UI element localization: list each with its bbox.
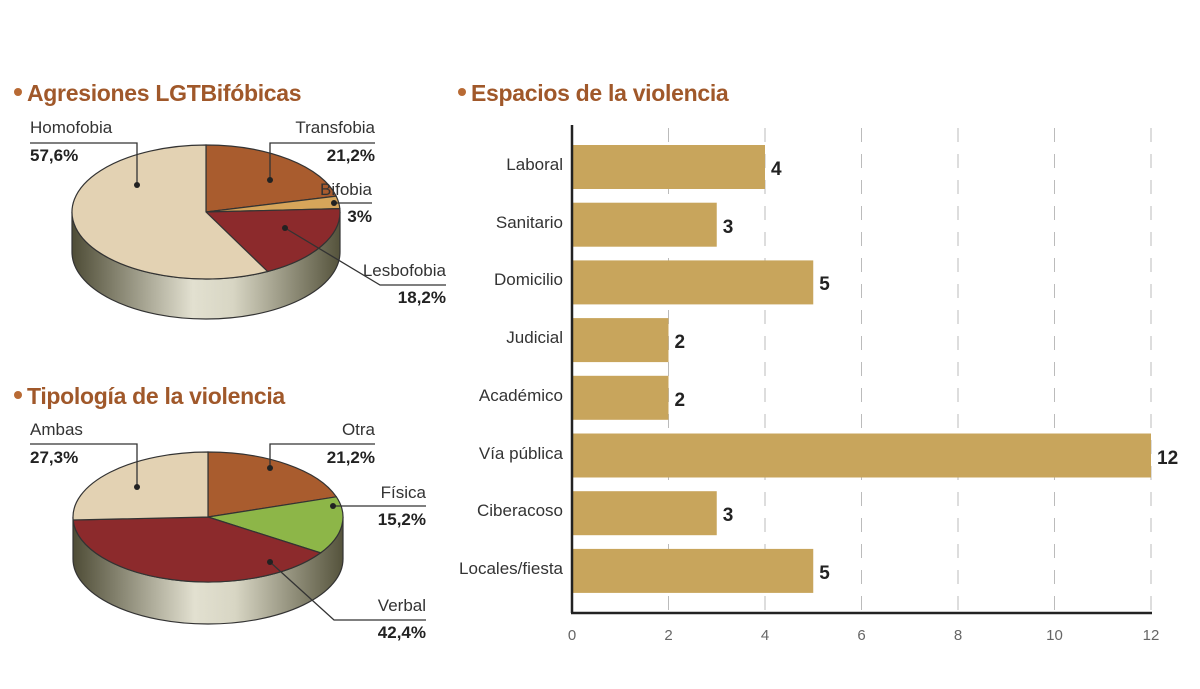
- bar-title-text: Espacios de la violencia: [471, 80, 729, 106]
- pie2-label-otra: Otra: [341, 420, 375, 439]
- pie1-value-transfobia: 21,2%: [326, 146, 375, 165]
- leader-dot: [267, 177, 273, 183]
- category-label: Vía pública: [478, 443, 563, 463]
- leader-dot: [331, 200, 337, 206]
- category-label: Ciberacoso: [477, 501, 563, 521]
- x-tick-label: 12: [1142, 627, 1160, 644]
- category-label: Laboral: [506, 155, 563, 174]
- pie1-label-bifobia: Bifobia: [320, 180, 372, 199]
- pie-2: [72, 451, 344, 625]
- pie2-value-otra: 21,2%: [326, 448, 375, 467]
- bar-value-label: 3: [722, 216, 734, 238]
- pie-1: [71, 144, 341, 320]
- bar-value-label: 3: [722, 505, 734, 527]
- bar-value-label: 4: [771, 159, 782, 180]
- bar-value-label: 2: [674, 389, 686, 411]
- category-label: Académico: [478, 385, 563, 405]
- leader-dot: [282, 225, 288, 231]
- leader-dot: [330, 503, 336, 509]
- leader-dot: [267, 465, 273, 471]
- pie2-value-ambas: 27,3%: [30, 448, 79, 467]
- pie2-title-text: Tipología de la violencia: [27, 383, 285, 409]
- bar: [572, 548, 814, 593]
- bar: [572, 491, 717, 536]
- pie-slice-homofobia: [71, 144, 269, 280]
- pie2-label-ambas: Ambas: [30, 420, 83, 439]
- pie1-value-lesbofobia: 18,2%: [397, 288, 446, 307]
- x-tick-label: 8: [953, 627, 963, 644]
- bar: [572, 202, 717, 247]
- pie2-label-fisica: Física: [380, 483, 426, 502]
- pie-slice-otra: [207, 451, 338, 518]
- pie1-title: Agresiones LGTBifóbicas: [14, 80, 302, 107]
- bullet-icon: [14, 390, 22, 399]
- leader-dot: [134, 182, 140, 188]
- x-tick-label: 10: [1046, 627, 1063, 644]
- pie1-value-homofobia: 57,6%: [30, 146, 79, 165]
- bar: [572, 433, 1151, 478]
- pie2-value-verbal: 42,4%: [377, 623, 426, 642]
- pie2-value-fisica: 15,2%: [377, 510, 426, 529]
- pie1-label-lesbofobia: Lesbofobia: [362, 261, 446, 280]
- pie-slice-ambas: [72, 451, 209, 521]
- bullet-icon: [458, 87, 466, 96]
- pie1-title-text: Agresiones LGTBifóbicas: [27, 80, 302, 106]
- bar: [572, 318, 669, 363]
- bullet-icon: [14, 87, 22, 96]
- x-tick-label: 6: [857, 627, 866, 644]
- x-tick-label: 4: [760, 627, 770, 644]
- bar-value-label: 5: [819, 562, 830, 584]
- pie1-value-bifobia: 3%: [347, 207, 372, 226]
- leader-dot: [134, 484, 140, 490]
- bar: [572, 375, 669, 420]
- x-tick-label: 2: [664, 627, 673, 644]
- category-label: Locales/fiesta: [459, 558, 563, 578]
- bar-title: Espacios de la violencia: [458, 80, 729, 107]
- pie2-label-verbal: Verbal: [377, 596, 426, 615]
- category-label: Domicilio: [494, 270, 563, 290]
- pie-slice-fsica: [207, 496, 344, 554]
- category-label: Judicial: [506, 328, 563, 348]
- bar-value-label: 12: [1157, 447, 1179, 469]
- bar: [572, 260, 814, 305]
- pie1-label-transfobia: Transfobia: [295, 118, 375, 137]
- pie-slice-lesbofobia: [204, 208, 341, 273]
- bar-value-label: 2: [674, 332, 686, 354]
- pie-slice-verbal: [72, 516, 322, 583]
- x-tick-label: 0: [567, 627, 577, 644]
- leader-lines: [30, 142, 446, 621]
- pie2-title: Tipología de la violencia: [14, 383, 285, 410]
- bar-value-label: 5: [819, 274, 830, 296]
- leader-dot: [267, 559, 273, 565]
- bar: [572, 145, 765, 189]
- category-label: Sanitario: [495, 212, 563, 232]
- pie1-label-homofobia: Homofobia: [30, 118, 113, 137]
